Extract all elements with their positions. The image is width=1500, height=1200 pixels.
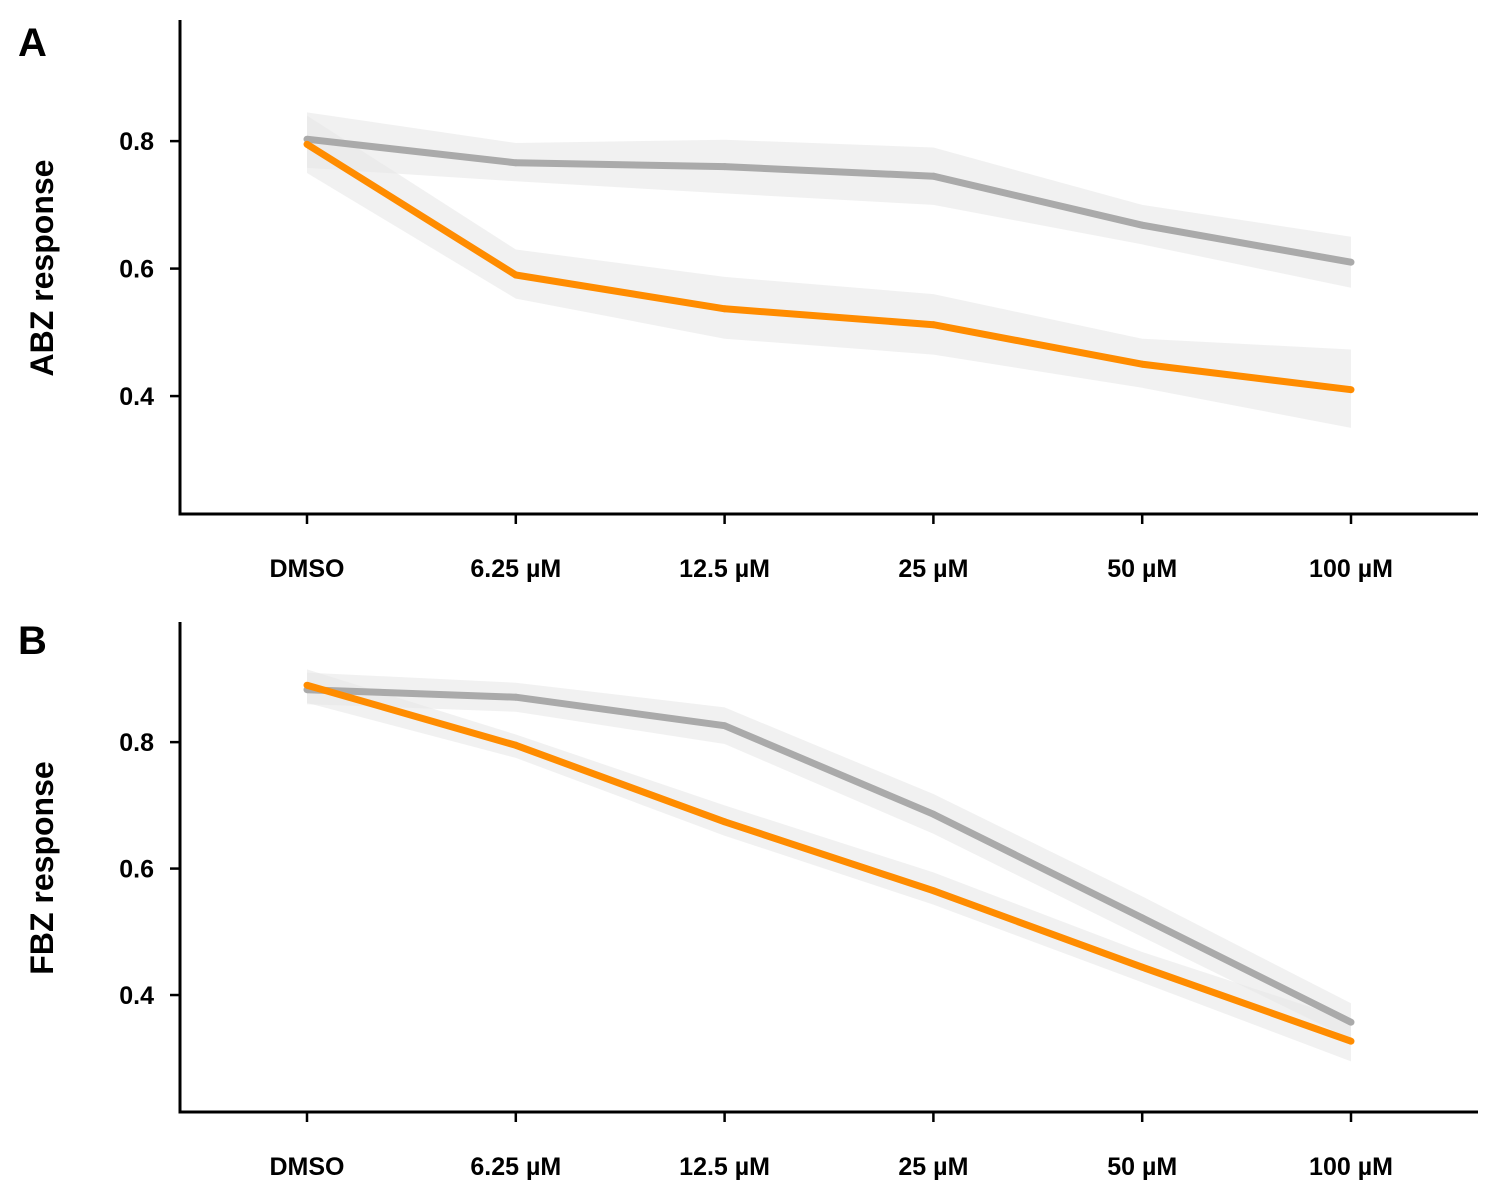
panel-a-point-control-2 (721, 163, 729, 171)
panel-a-band-control (307, 112, 1351, 288)
panel-a-point-treated-2 (721, 305, 729, 313)
panel-a-point-control-5 (1347, 258, 1355, 266)
panel-a-series-lines (303, 135, 1355, 394)
panel-b-point-control-2 (721, 722, 729, 730)
panel-b-axes: 0.4 0.6 0.8 DMSO 6.25 µM 12.5 µM 25 µM 50 µM 100… (119, 622, 1478, 1181)
panel-a-line-control (306, 135, 1352, 266)
panel-b-y-tick-label: 0.4 (119, 982, 154, 1010)
panel-b-x-tick-label: 100 µM (1309, 1153, 1393, 1181)
panel-a-point-control-0 (303, 135, 311, 143)
panel-a-point-treated-0 (303, 140, 311, 148)
panel-b-point-treated-4 (1138, 963, 1146, 971)
panel-b-y-tick-label: 0.8 (119, 729, 154, 757)
panel-b-point-control-1 (512, 693, 520, 701)
panel-a-x-tick-label: 12.5 µM (679, 555, 770, 583)
panel-b-point-treated-5 (1347, 1037, 1355, 1045)
panel-a-axes: 0.4 0.6 0.8 DMSO 6.25 µM 12.5 µM 25 µM 50 µM 100… (119, 20, 1478, 583)
panel-a-line-treated (305, 141, 1352, 394)
panel-b-point-treated-1 (512, 741, 520, 749)
panel-b-point-control-3 (929, 810, 937, 818)
panel-a-point-treated-4 (1138, 360, 1146, 368)
panel-a-point-treated-3 (929, 321, 937, 329)
panel-b-point-treated-0 (303, 681, 311, 689)
panel-a-x-tick-label: 25 µM (898, 555, 968, 583)
panel-a-point-treated-5 (1347, 386, 1355, 394)
panel-b-x-tick-label: DMSO (270, 1153, 345, 1181)
panel-a-y-tick-label: 0.6 (119, 256, 154, 284)
panel-a: A ABZ response 0.4 0.6 0.8 DMSO 6.25 µM 12.5 … (18, 20, 1478, 583)
panel-a-point-control-3 (929, 172, 937, 180)
panel-a-band-treated (307, 115, 1351, 428)
panel-b: B FBZ response 0.4 0.6 0.8 DMSO 6.25 µM 12.5 … (18, 619, 1478, 1181)
panel-a-y-axis-label: ABZ response (24, 160, 60, 377)
panel-b-point-control-5 (1347, 1018, 1355, 1026)
panel-b-line-treated (306, 681, 1353, 1045)
panel-a-point-control-1 (512, 159, 520, 167)
panel-a-x-tick-label: DMSO (270, 555, 345, 583)
panel-b-x-tick-label: 50 µM (1107, 1153, 1177, 1181)
panel-b-series-lines (303, 681, 1355, 1045)
panel-b-letter: B (18, 619, 47, 663)
panel-b-x-tick-label: 25 µM (898, 1153, 968, 1181)
panel-b-point-treated-3 (929, 887, 937, 895)
panel-a-y-tick-label: 0.8 (119, 128, 154, 156)
panel-a-letter: A (18, 21, 47, 65)
panel-b-line-control (306, 686, 1353, 1026)
panel-b-point-control-4 (1138, 914, 1146, 922)
panel-b-x-tick-label: 12.5 µM (679, 1153, 770, 1181)
panel-a-x-tick-label: 100 µM (1309, 555, 1393, 583)
panel-b-x-tick-label: 6.25 µM (470, 1153, 561, 1181)
panel-b-point-treated-2 (721, 818, 729, 826)
panel-a-confidence-bands (307, 112, 1351, 428)
panel-a-point-treated-1 (512, 271, 520, 279)
panel-a-y-tick-label: 0.4 (119, 383, 154, 411)
panel-b-y-tick-label: 0.6 (119, 856, 154, 884)
panel-a-x-tick-label: 6.25 µM (470, 555, 561, 583)
panel-b-y-axis-label: FBZ response (24, 761, 60, 974)
panel-a-point-control-4 (1138, 221, 1146, 229)
panel-a-x-tick-label: 50 µM (1107, 555, 1177, 583)
